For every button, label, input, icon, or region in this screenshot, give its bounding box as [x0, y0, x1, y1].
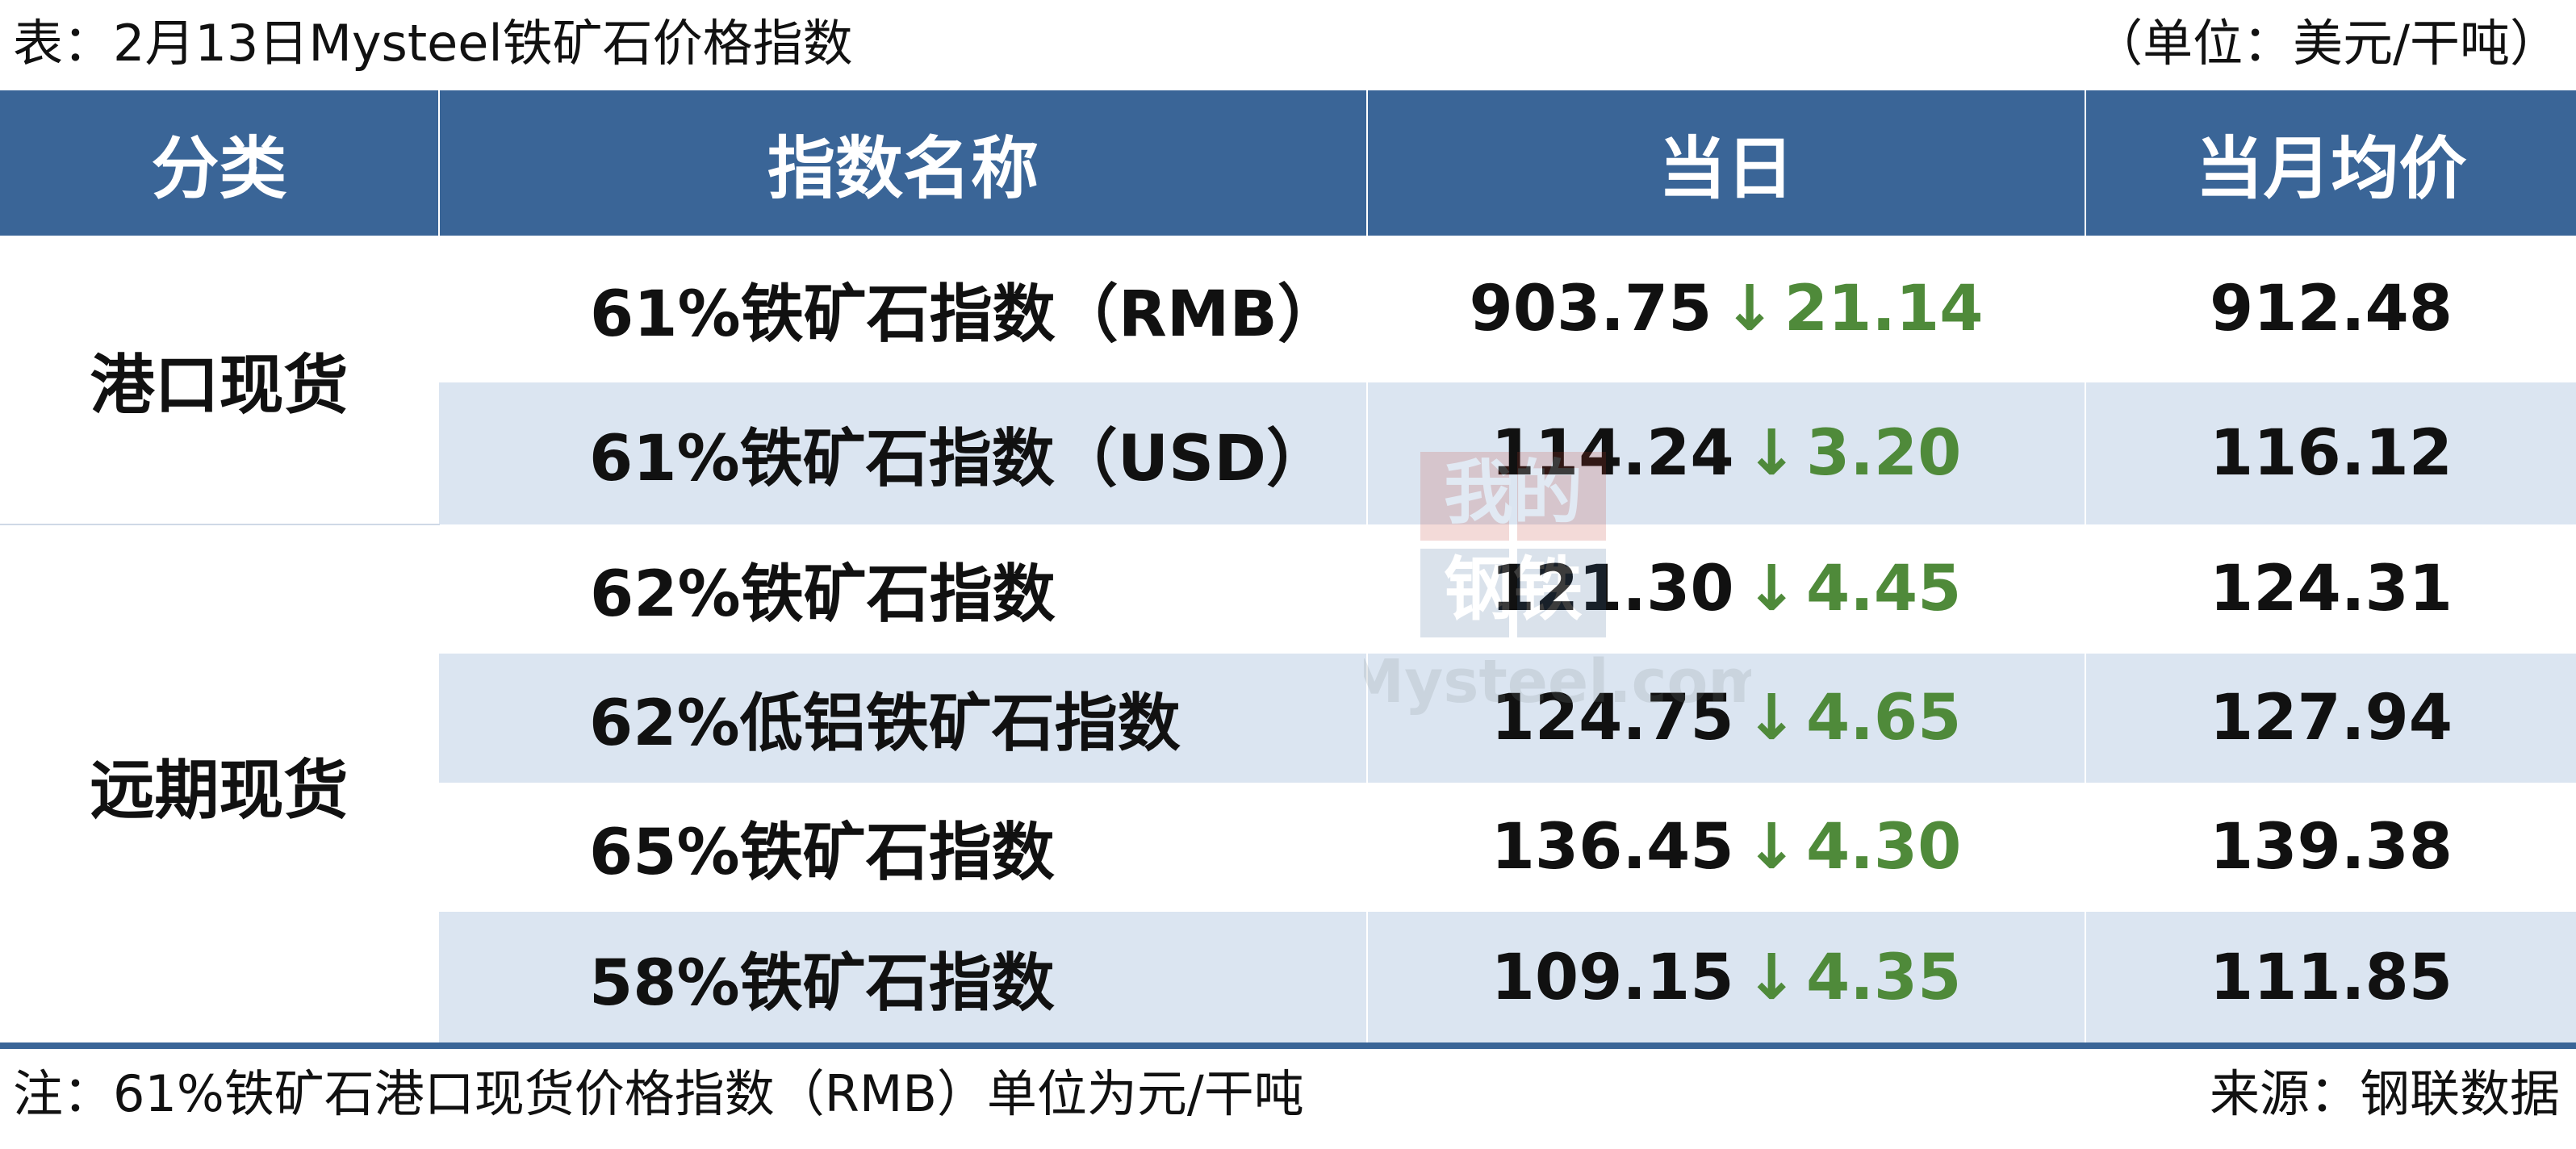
source-label: 来源：钢联数据: [2209, 1064, 2560, 1123]
change-value: 3.20: [1805, 417, 1962, 490]
today-value: 124.75: [1491, 682, 1734, 754]
index-name-cell: 65%铁矿石指数: [439, 783, 1367, 912]
month-avg-cell: 116.12: [2085, 382, 2576, 524]
index-name-cell: 61%铁矿石指数（RMB）: [438, 236, 1367, 382]
change-value: 21.14: [1784, 273, 1984, 345]
unit-label: （单位：美元/干吨）: [2093, 14, 2560, 73]
down-arrow-icon: ↓: [1745, 942, 1798, 1014]
index-name-cell: 62%低铝铁矿石指数: [439, 654, 1367, 783]
column-header-today: 当日: [1366, 90, 2085, 236]
month-avg-cell: 111.85: [2085, 912, 2576, 1044]
down-arrow-icon: ↓: [1745, 811, 1798, 884]
down-arrow-icon: ↓: [1745, 417, 1798, 490]
month-avg-cell: 139.38: [2085, 783, 2576, 912]
change-value: 4.45: [1805, 553, 1962, 625]
index-name-cell: 61%铁矿石指数（USD）: [439, 382, 1367, 524]
today-cell: 903.75 ↓ 21.14: [1366, 236, 2085, 382]
table-row: 港口现货 61%铁矿石指数（RMB） 903.75 ↓ 21.14 912.48: [0, 236, 2576, 525]
column-header-index-name: 指数名称: [438, 90, 1367, 236]
table-caption: 表：2月13日Mysteel铁矿石价格指数: [13, 14, 853, 73]
index-name-cell: 62%铁矿石指数: [438, 524, 1367, 654]
table-row: 62%低铝铁矿石指数 124.75 ↓ 4.65 127.94: [0, 654, 2576, 783]
bottom-divider: [0, 1042, 2576, 1049]
today-value: 121.30: [1491, 553, 1734, 625]
price-index-table: 分类 指数名称 当日 当月均价 港口现货 61%铁矿石指数（RMB） 903.7…: [0, 90, 2576, 1044]
month-avg-cell: 127.94: [2085, 654, 2576, 783]
column-header-category: 分类: [0, 90, 439, 236]
down-arrow-icon: ↓: [1745, 682, 1798, 754]
index-name-cell: 58%铁矿石指数: [439, 912, 1367, 1044]
category-cell: 港口现货: [0, 236, 439, 525]
today-cell: 109.15 ↓ 4.35: [1366, 912, 2085, 1044]
today-cell: 114.24 ↓ 3.20: [1366, 382, 2085, 524]
today-cell: 136.45 ↓ 4.30: [1366, 783, 2085, 912]
change-value: 4.65: [1805, 682, 1962, 754]
table-header-row: 分类 指数名称 当日 当月均价: [0, 90, 2576, 236]
table-row: 61%铁矿石指数（USD） 114.24 ↓ 3.20 116.12: [0, 382, 2576, 524]
change-value: 4.30: [1805, 811, 1962, 884]
today-cell: 124.75 ↓ 4.65: [1366, 654, 2085, 783]
category-cell: 远期现货: [0, 524, 439, 1044]
table-row: 65%铁矿石指数 136.45 ↓ 4.30 139.38: [0, 783, 2576, 912]
down-arrow-icon: ↓: [1745, 553, 1798, 625]
change-value: 4.35: [1805, 942, 1962, 1014]
today-value: 903.75: [1469, 273, 1712, 345]
month-avg-cell: 912.48: [2085, 236, 2576, 382]
table-row: 远期现货 62%铁矿石指数 121.30 ↓ 4.45 124.31: [0, 524, 2576, 1044]
today-value: 109.15: [1491, 942, 1734, 1014]
today-cell: 121.30 ↓ 4.45: [1366, 524, 2085, 654]
table-row: 58%铁矿石指数 109.15 ↓ 4.35 111.85: [0, 912, 2576, 1044]
month-avg-cell: 124.31: [2085, 524, 2576, 654]
column-header-month-avg: 当月均价: [2085, 90, 2576, 236]
title-bar: 表：2月13日Mysteel铁矿石价格指数 （单位：美元/干吨）: [0, 0, 2576, 90]
footnote: 注：61%铁矿石港口现货价格指数（RMB）单位为元/干吨: [13, 1064, 1304, 1123]
down-arrow-icon: ↓: [1723, 273, 1776, 345]
today-value: 136.45: [1491, 811, 1734, 884]
today-value: 114.24: [1491, 417, 1734, 490]
